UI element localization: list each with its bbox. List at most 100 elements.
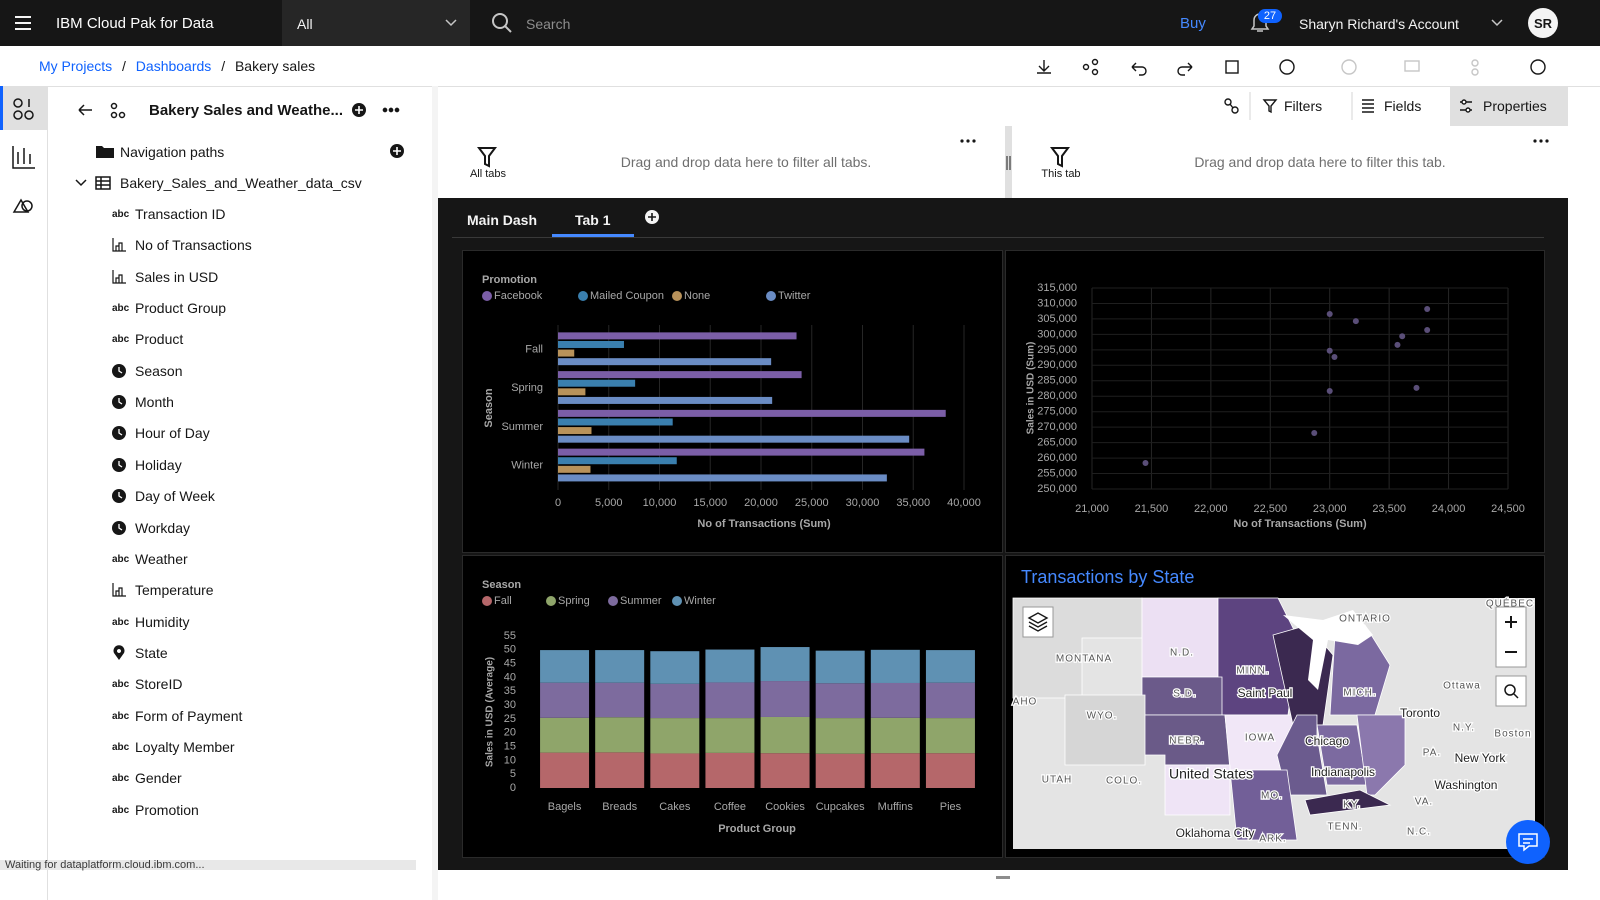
product-name[interactable]: IBM Cloud Pak for Data bbox=[56, 15, 214, 32]
toolbar-icons[interactable] bbox=[438, 86, 1568, 198]
tree-item[interactable]: Bakery_Sales_and_Weather_data_csv bbox=[120, 175, 362, 191]
field-item[interactable]: Humidity bbox=[135, 613, 190, 630]
map-controls[interactable] bbox=[1022, 606, 1527, 707]
filters-button[interactable]: Filters bbox=[1284, 98, 1323, 114]
field-item[interactable]: Transaction ID bbox=[135, 206, 226, 222]
panel-border bbox=[462, 555, 1003, 858]
field-item[interactable]: State bbox=[135, 644, 168, 661]
chart-panel[interactable]: 21,000 21,500 22,000 22,500 23,000 23,500 24,0… bbox=[1005, 250, 1545, 553]
buy-link[interactable]: Buy bbox=[1180, 15, 1206, 32]
field-item[interactable]: No of Transactions bbox=[135, 237, 252, 254]
map-label: MINN. bbox=[1236, 666, 1269, 677]
bar-segment bbox=[595, 650, 645, 683]
field-item[interactable]: StoreID bbox=[135, 676, 183, 693]
bar bbox=[558, 396, 773, 404]
field-icon bbox=[112, 489, 126, 504]
field-item[interactable]: Temperature bbox=[135, 582, 214, 599]
fields-button[interactable]: Fields bbox=[1384, 98, 1422, 114]
field-item[interactable]: Promotion bbox=[135, 801, 199, 818]
field-icon: abc bbox=[112, 553, 130, 565]
chat-button[interactable] bbox=[1505, 820, 1551, 866]
x-tick-label: 10,000 bbox=[643, 497, 677, 509]
y-tick-label: 50 bbox=[504, 644, 516, 656]
breadcrumb-link[interactable]: Dashboards bbox=[135, 58, 212, 74]
field-item[interactable]: Hour of Day bbox=[135, 425, 210, 442]
bar bbox=[558, 409, 946, 417]
legend-label: Winter bbox=[684, 595, 716, 607]
field-item[interactable]: Gender bbox=[135, 770, 182, 787]
y-tick-label: Fall bbox=[525, 343, 543, 355]
y-tick-label: 255,000 bbox=[1037, 467, 1077, 479]
legend-swatch bbox=[672, 291, 682, 301]
filter-hint[interactable]: Drag and drop data here to filter this t… bbox=[1194, 154, 1446, 170]
breadcrumb-link[interactable]: My Projects bbox=[39, 58, 113, 74]
search-input[interactable]: Search bbox=[526, 16, 571, 32]
map-label: Ottawa bbox=[1443, 681, 1481, 692]
map-label: Boston bbox=[1494, 729, 1531, 740]
bar-segment bbox=[925, 753, 975, 788]
sidebar-icons[interactable] bbox=[47, 86, 435, 206]
point bbox=[1311, 430, 1318, 437]
bar-segment bbox=[815, 718, 865, 754]
bar-segment bbox=[925, 718, 975, 754]
splitter[interactable] bbox=[432, 86, 438, 900]
field-icon bbox=[112, 583, 126, 597]
account-name[interactable]: Sharyn Richard's Account bbox=[1299, 16, 1459, 32]
bar-segment bbox=[705, 649, 755, 683]
field-icon bbox=[112, 238, 126, 252]
legend-swatch bbox=[672, 596, 682, 606]
dashboard-actions[interactable] bbox=[1020, 50, 1580, 84]
bar bbox=[558, 349, 575, 357]
x-tick-label: 24,000 bbox=[1432, 503, 1466, 515]
tree-item[interactable]: Navigation paths bbox=[120, 144, 225, 160]
map-label: N.Y. bbox=[1453, 723, 1475, 734]
bar-segment bbox=[760, 753, 810, 788]
field-icon: abc bbox=[112, 773, 130, 785]
y-tick-label: 310,000 bbox=[1037, 297, 1077, 309]
chart-panel[interactable]: Promotion Facebook Mailed Coupon None Twitte… bbox=[462, 250, 1003, 553]
icon-measure bbox=[112, 583, 126, 597]
map-label: PA. bbox=[1423, 748, 1441, 759]
field-item[interactable]: Weather bbox=[135, 550, 188, 567]
field-item[interactable]: Holiday bbox=[135, 456, 182, 473]
x-tick-label: 21,000 bbox=[1075, 503, 1109, 515]
field-item[interactable]: Season bbox=[135, 362, 183, 379]
bar-segment bbox=[705, 718, 755, 753]
field-item[interactable]: Day of Week bbox=[135, 488, 215, 505]
map-label: Saint Paul bbox=[1238, 686, 1293, 700]
field-item[interactable]: Product bbox=[135, 331, 184, 348]
x-tick-label: 30,000 bbox=[846, 497, 880, 509]
field-item[interactable]: Sales in USD bbox=[135, 268, 219, 285]
field-icon bbox=[112, 520, 126, 535]
field-item[interactable]: Product Group bbox=[135, 300, 227, 317]
field-item[interactable]: Loyalty Member bbox=[135, 738, 235, 755]
point bbox=[1413, 384, 1420, 391]
filter-hint[interactable]: Drag and drop data here to filter all ta… bbox=[620, 154, 872, 170]
legend-label: Twitter bbox=[778, 290, 811, 302]
map-region bbox=[1229, 769, 1298, 841]
y-tick-label: 20 bbox=[504, 727, 516, 739]
avatar[interactable]: SR bbox=[1533, 16, 1553, 31]
field-item[interactable]: Month bbox=[135, 394, 174, 411]
notification-count[interactable]: 27 bbox=[1263, 10, 1277, 22]
tab[interactable]: Main Dash bbox=[467, 212, 538, 228]
add-tab[interactable] bbox=[644, 209, 662, 227]
resize-handle[interactable] bbox=[996, 876, 1010, 879]
scope-select[interactable]: All bbox=[297, 16, 313, 32]
properties-active[interactable] bbox=[1450, 86, 1568, 126]
breadcrumb-current: Bakery sales bbox=[234, 58, 316, 74]
bar-segment bbox=[540, 752, 590, 788]
search-icon bbox=[1513, 693, 1519, 699]
x-tick-label: Cupcakes bbox=[816, 801, 865, 813]
properties-button[interactable]: Properties bbox=[1483, 98, 1547, 114]
tab[interactable]: Tab 1 bbox=[575, 212, 611, 228]
rail-active[interactable] bbox=[0, 86, 47, 130]
chart-panel[interactable]: Transactions by StateONTARIOQUÉBECMONTAN… bbox=[1005, 555, 1545, 858]
field-item[interactable]: Workday bbox=[135, 519, 190, 536]
rail-icons[interactable] bbox=[0, 86, 47, 226]
field-item[interactable]: Form of Payment bbox=[135, 707, 243, 724]
map-region bbox=[1304, 789, 1392, 816]
map-label: MO. bbox=[1261, 791, 1283, 802]
